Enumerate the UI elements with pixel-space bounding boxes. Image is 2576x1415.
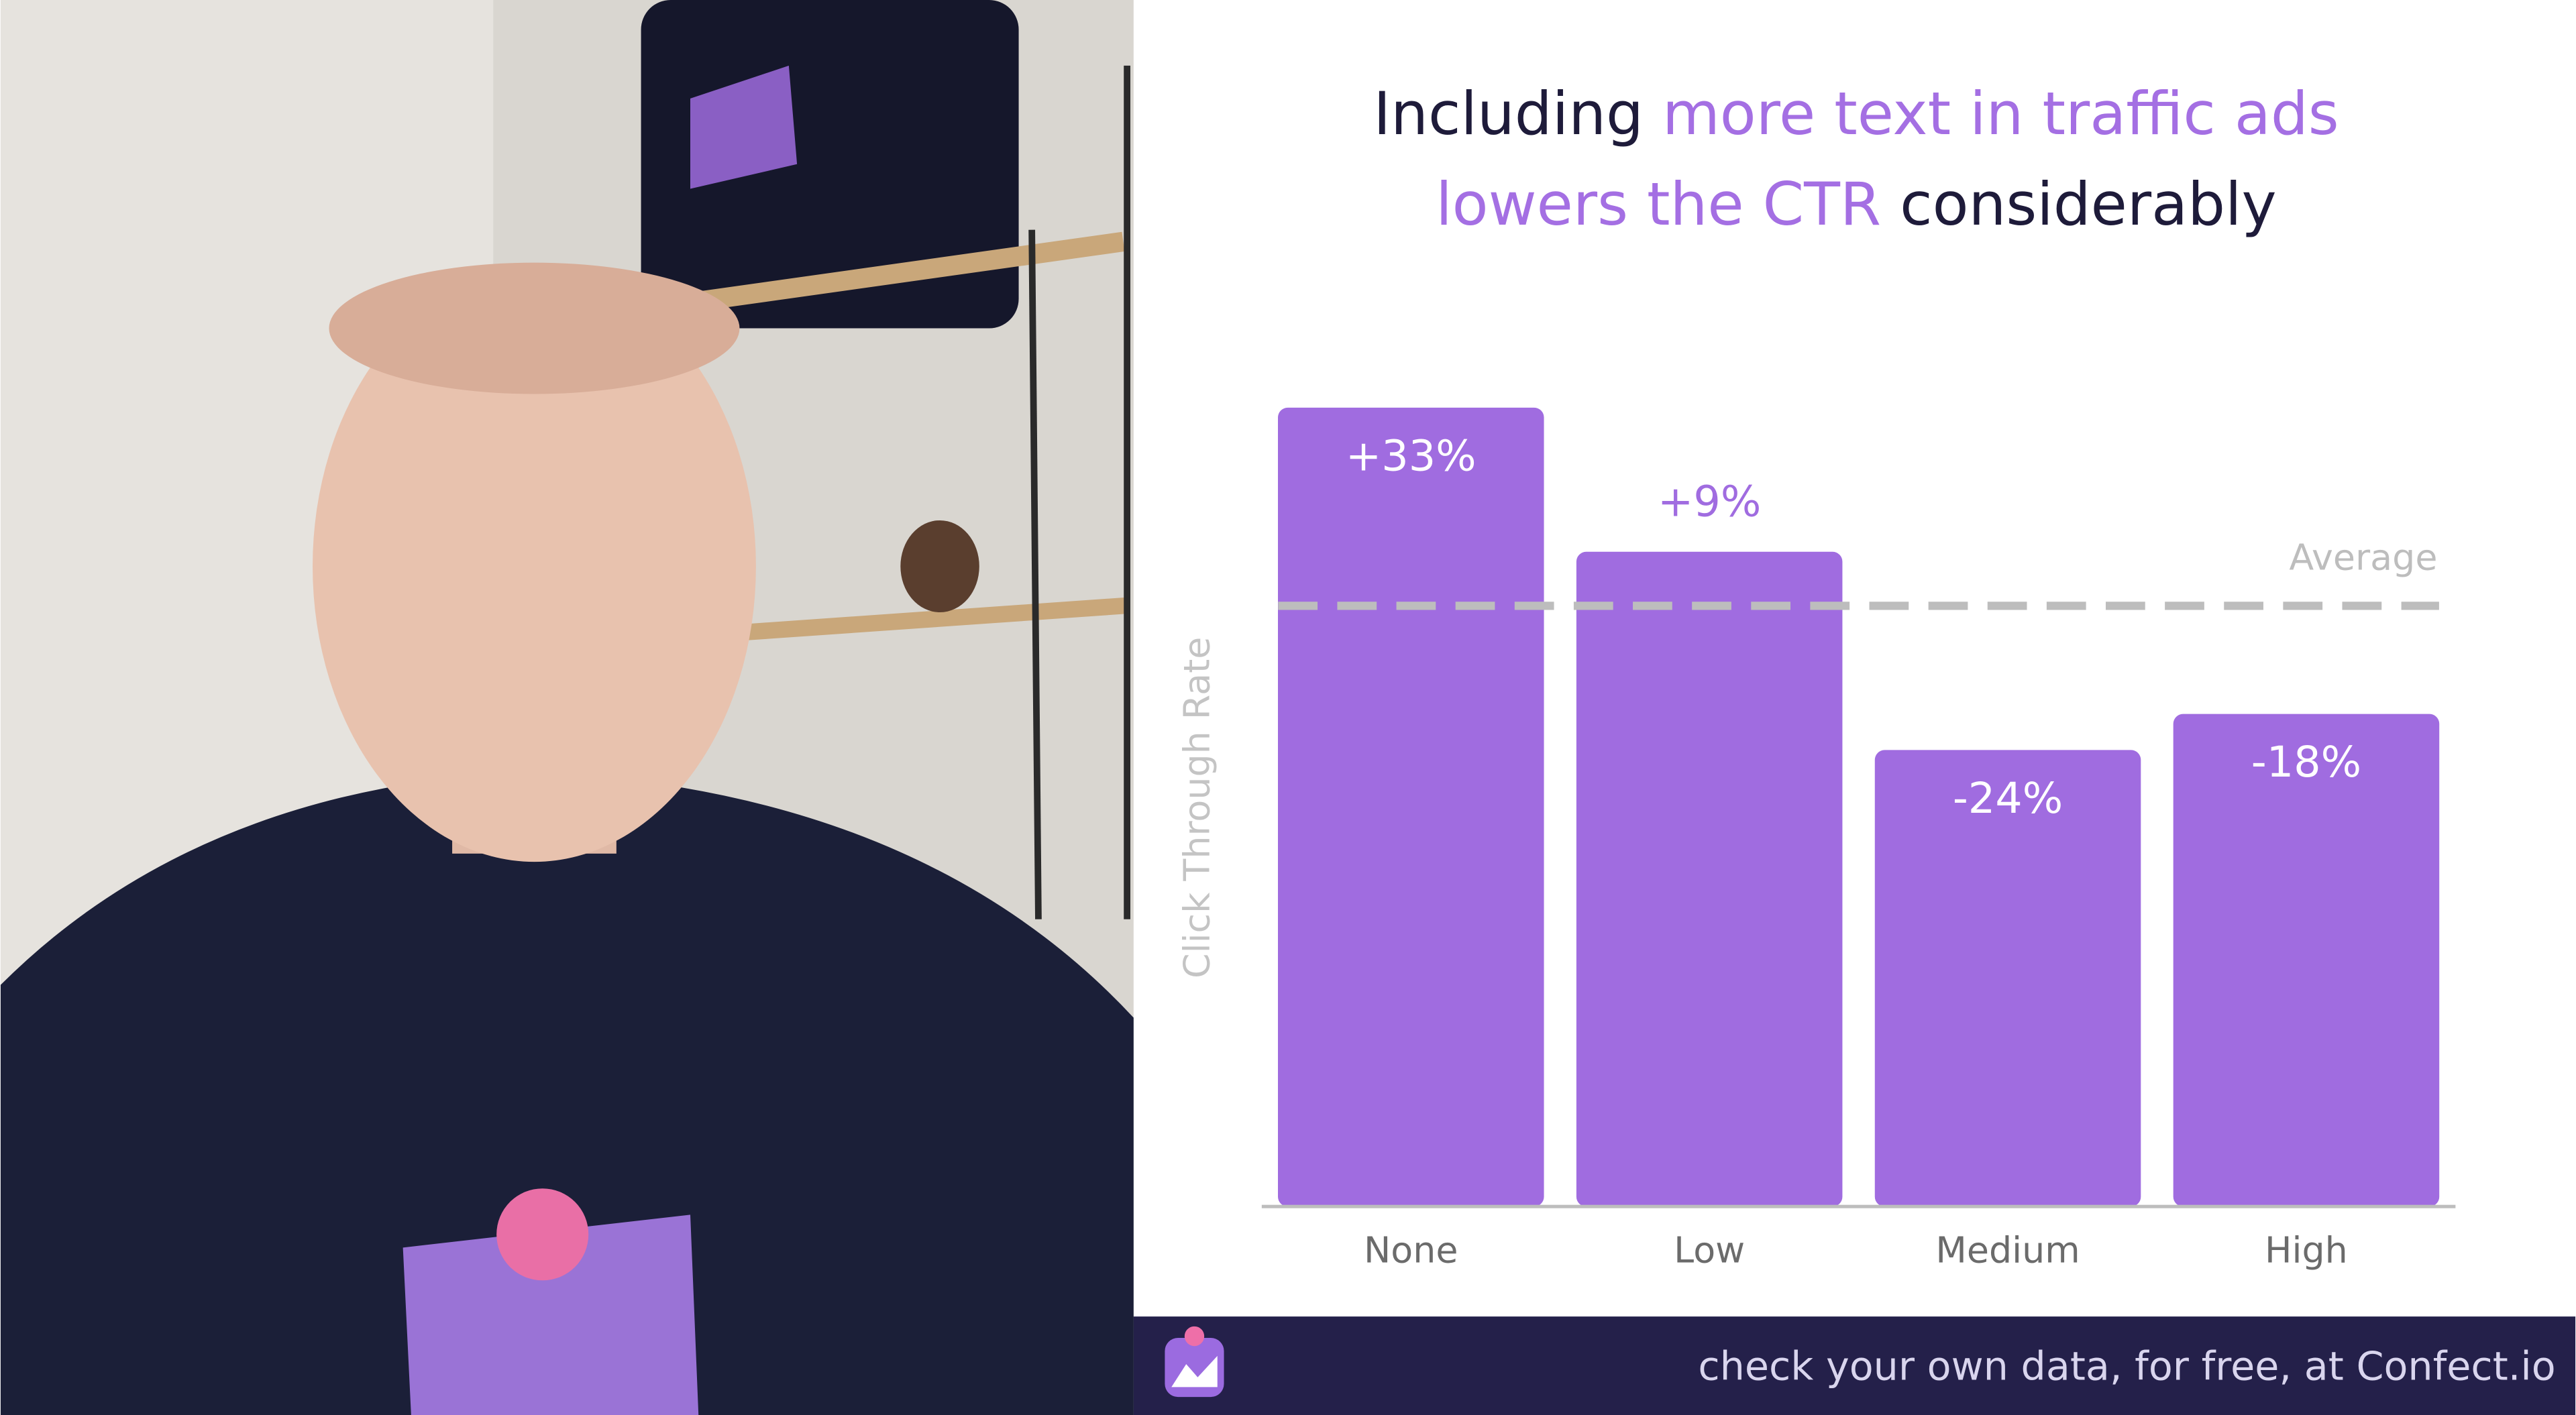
title-line: lowers the CTR considerably [1436, 170, 2276, 239]
reference-label: Average [2289, 536, 2437, 579]
x-tick-label: Medium [1935, 1229, 2080, 1271]
logo [1165, 1326, 1224, 1398]
title-part: lowers the CTR [1436, 170, 1881, 239]
y-axis-label: Click Through Rate [1175, 637, 1218, 978]
plot: None +33% Low +9% Medium -24% High -18% Average [1261, 407, 2456, 1271]
footer-text: check your own data, for free, at Confec… [1698, 1343, 2555, 1390]
x-tick-label: None [1364, 1229, 1458, 1271]
title-part: more text in traffic ads [1662, 79, 2339, 148]
data-label: -24% [1953, 774, 2063, 824]
data-label: +9% [1658, 477, 1761, 526]
title-part: considerably [1881, 170, 2276, 239]
bar [1576, 551, 1843, 1207]
footer-bar [1133, 1316, 2576, 1415]
x-tick-label: Low [1674, 1229, 1745, 1271]
bar [1874, 750, 2141, 1207]
bar [1278, 407, 1544, 1207]
title-part: Including [1373, 79, 1662, 148]
video-feed [0, 0, 1134, 1415]
x-tick-label: High [2265, 1229, 2348, 1271]
data-label: +33% [1346, 431, 1477, 481]
title-line: Including more text in traffic ads [1373, 79, 2339, 148]
chart-title: Including more text in traffic ads lower… [1373, 79, 2339, 239]
data-label: -18% [2251, 738, 2361, 787]
bar [2173, 714, 2440, 1207]
